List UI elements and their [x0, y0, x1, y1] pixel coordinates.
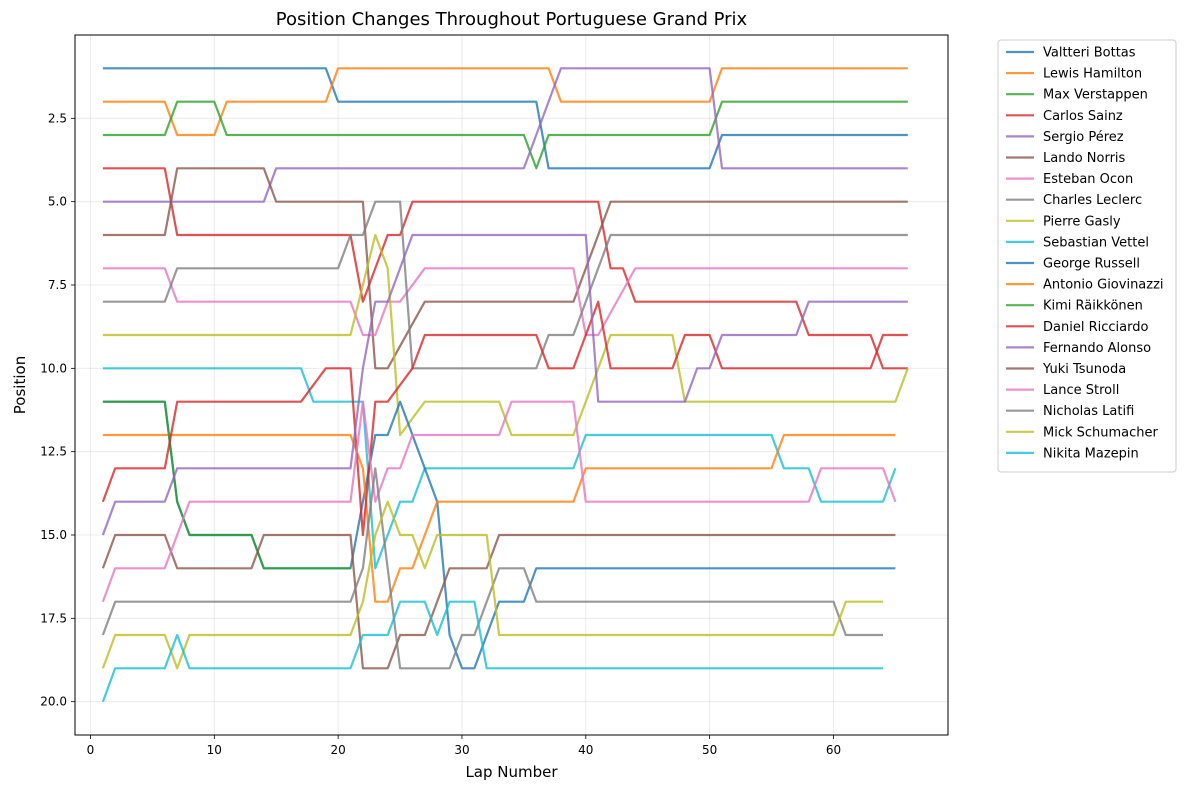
series-line-13 [101, 300, 908, 537]
series-line-19 [101, 600, 883, 703]
legend-label: Valtteri Bottas [1043, 46, 1136, 61]
plot-frame [74, 34, 949, 736]
series-line-6 [102, 267, 908, 337]
legend-label: Lando Norris [1043, 151, 1126, 166]
series-line-2 [102, 100, 908, 170]
series-line-7 [102, 200, 908, 370]
series-line-14 [101, 233, 908, 536]
legend-label: Esteban Ocon [1043, 172, 1133, 187]
legend-label: Sebastian Vettel [1043, 235, 1149, 250]
legend-label: George Russell [1043, 257, 1140, 272]
x-tick-label: 10 [207, 743, 222, 757]
legend-label: Antonio Giovinazzi [1043, 278, 1164, 293]
legend-label: Max Verstappen [1043, 88, 1148, 103]
legend-box [997, 39, 1177, 473]
series-line-0 [102, 67, 908, 170]
legend-label: Fernando Alonso [1043, 341, 1151, 356]
legend-label: Lance Stroll [1043, 383, 1119, 398]
series-line-11 [102, 433, 896, 603]
y-tick-label: 10.0 [40, 361, 67, 375]
chart-title: Position Changes Throughout Portuguese G… [276, 9, 748, 30]
legend-label: Kimi Räikkönen [1043, 299, 1143, 314]
y-tick-label: 15.0 [40, 528, 67, 542]
legend-label: Mick Schumacher [1043, 425, 1159, 440]
legend: Valtteri Bottas Lewis Hamilton Max Verstap… [997, 39, 1177, 473]
legend-label: Yuki Tsunoda [1042, 362, 1126, 377]
legend-label: Pierre Gasly [1043, 214, 1121, 229]
series-line-17 [101, 467, 883, 670]
series-line-18 [101, 500, 883, 670]
legend-label: Carlos Sainz [1043, 109, 1123, 124]
legend-label: Sergio Pérez [1043, 130, 1124, 145]
series-line-4 [102, 67, 908, 203]
y-tick-label: 12.5 [40, 445, 67, 459]
legend-label: Charles Leclerc [1043, 193, 1142, 208]
y-tick-label: 7.5 [48, 278, 67, 292]
y-tick-label: 2.5 [48, 111, 67, 125]
series-line-15 [101, 533, 896, 670]
series-line-1 [102, 67, 908, 137]
x-tick-label: 60 [826, 743, 841, 757]
x-tick-label: 0 [87, 743, 95, 757]
legend-label: Nicholas Latifi [1043, 404, 1134, 419]
y-tick-label: 20.0 [40, 695, 67, 709]
grid [75, 35, 948, 735]
series-line-16 [101, 400, 897, 603]
series-line-12 [102, 400, 351, 570]
x-tick-label: 40 [578, 743, 593, 757]
axis-ticks: 0 10 20 30 40 50 60 2.5 5.0 7.5 10.0 12.5 15.0 17.5 20… [40, 111, 841, 757]
series-lines [101, 67, 909, 703]
legend-label: Daniel Ricciardo [1043, 320, 1148, 335]
y-axis-label: Position [11, 356, 29, 414]
series-line-3 [102, 167, 908, 370]
x-tick-label: 50 [702, 743, 717, 757]
series-line-5 [102, 167, 908, 370]
x-axis-label: Lap Number [465, 763, 558, 781]
legend-label: Lewis Hamilton [1043, 67, 1142, 82]
x-tick-label: 20 [330, 743, 345, 757]
y-tick-label: 17.5 [40, 611, 67, 625]
y-tick-label: 5.0 [48, 195, 67, 209]
legend-label: Nikita Mazepin [1043, 446, 1139, 461]
x-tick-label: 30 [454, 743, 469, 757]
